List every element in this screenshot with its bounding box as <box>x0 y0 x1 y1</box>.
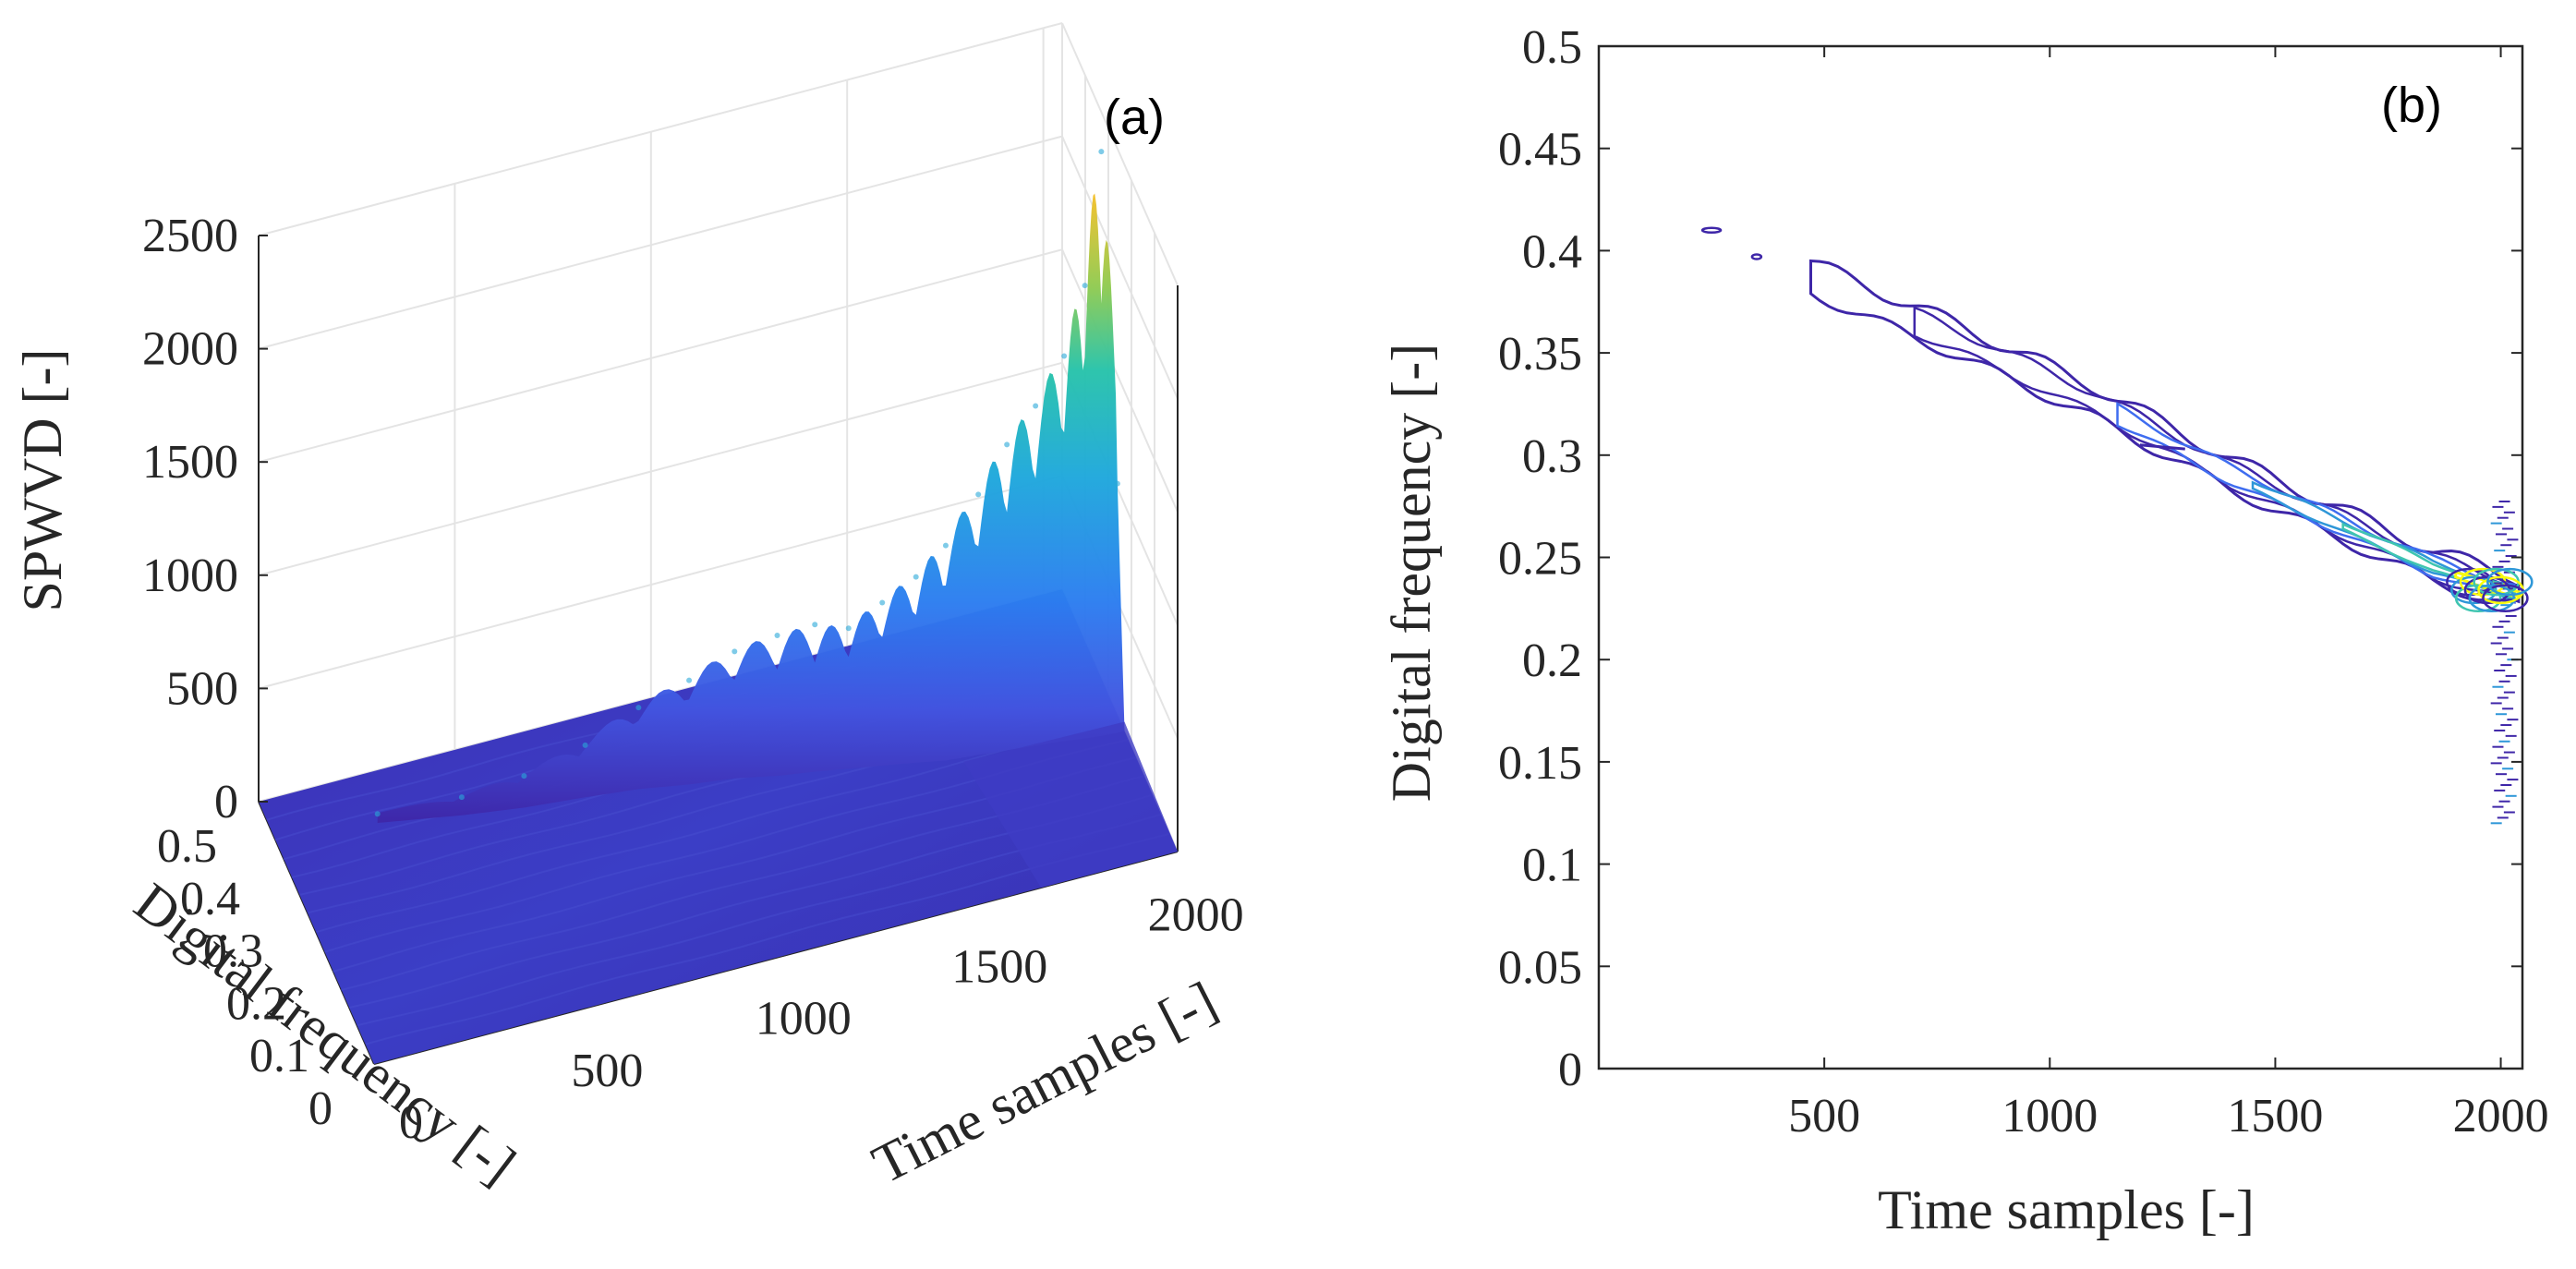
y-tick-label: 0.2 <box>1522 634 1582 687</box>
panel-a-time-axis-label: Time samples [-] <box>863 970 1226 1195</box>
surface-peak-8 <box>812 622 818 628</box>
z-tick-label: 2000 <box>142 323 238 376</box>
y-tick-label: 0 <box>1558 1044 1582 1096</box>
surface-peak-2 <box>521 773 527 780</box>
contour-level-1 <box>1913 306 2521 604</box>
surface-peak-7 <box>774 633 780 639</box>
frequency-tick-label: 0 <box>308 1082 333 1135</box>
y-tick-label: 0.5 <box>1522 21 1582 74</box>
surface-peak-17 <box>1082 283 1088 289</box>
y-tick-label: 0.45 <box>1498 124 1582 176</box>
y-tick-label: 0.05 <box>1498 941 1582 994</box>
time-tick-label: 500 <box>571 1045 643 1097</box>
surface-ridge <box>377 193 1125 824</box>
surface-peak-19 <box>1114 480 1120 487</box>
panel-b-x-axis-label: Time samples [-] <box>1878 1179 2255 1240</box>
surface-peak-14 <box>1004 441 1010 448</box>
y-tick-label: 0.15 <box>1498 737 1582 790</box>
frequency-tick-label: 0.2 <box>226 977 286 1030</box>
y-tick-label: 0.35 <box>1498 328 1582 381</box>
x-tick-label: 2000 <box>2453 1090 2549 1142</box>
frequency-tick-label: 0.3 <box>203 925 263 978</box>
y-tick-label: 0.25 <box>1498 533 1582 586</box>
time-tick-label: 0 <box>399 1096 423 1149</box>
surface-peak-9 <box>845 625 852 632</box>
surface-peak-18 <box>1098 149 1105 155</box>
contour-island <box>1700 226 1723 235</box>
contour-island <box>1750 253 1763 260</box>
grid-line <box>258 475 1063 690</box>
grid-line <box>1061 136 1179 400</box>
z-tick-label: 1000 <box>142 550 238 602</box>
z-tick-label: 0 <box>214 776 238 828</box>
y-tick-label: 0.4 <box>1522 225 1582 278</box>
grid-line <box>258 248 1063 464</box>
surface-peak-12 <box>942 542 949 549</box>
surface-peak-6 <box>732 648 738 655</box>
panel-b-y-axis-label: Digital frequency [-] <box>1381 344 1442 802</box>
y-tick-label: 0.3 <box>1522 430 1582 483</box>
panel-a-z-ticks: 0 500 1000 1500 2000 2500 <box>142 210 268 828</box>
surface-peak-1 <box>458 794 465 801</box>
panel-a-z-axis-label: SPWVD [-] <box>12 349 73 612</box>
contour-peak-blob <box>2486 567 2534 597</box>
surface-peak-15 <box>1033 403 1039 409</box>
surface-peak-13 <box>975 491 982 498</box>
panel-b-label: (b) <box>2381 78 2442 133</box>
frequency-tick-label: 0.5 <box>157 820 217 873</box>
surface-peak-10 <box>879 599 886 606</box>
surface-peak-3 <box>582 742 588 748</box>
contour-stray <box>2139 443 2185 451</box>
time-tick-label: 1500 <box>951 941 1047 994</box>
contour-peak-blob <box>2454 584 2502 613</box>
panel-a-time-ticks: 0 500 1000 1500 2000 <box>399 888 1244 1149</box>
x-tick-label: 1500 <box>2227 1090 2323 1142</box>
time-tick-label: 1000 <box>756 993 852 1045</box>
grid-line <box>258 135 1063 350</box>
panel-b-x-ticks: 500 1000 1500 2000 <box>1788 46 2549 1142</box>
surface-peak-5 <box>686 677 693 683</box>
surface-peak-16 <box>1061 353 1068 359</box>
panel-b-contour-plot: 0 0.05 0.1 0.15 0.2 0.25 0.3 0.35 0.4 0.45 0.5 500… <box>1381 21 2549 1240</box>
z-tick-label: 2500 <box>142 210 238 262</box>
grid-line <box>258 361 1063 576</box>
surface-skirt <box>963 721 1178 888</box>
grid-line <box>1061 22 1179 286</box>
panel-a-frequency-ticks: 00.10.20.30.40.5 <box>157 820 333 1135</box>
surface-peak-4 <box>635 705 642 711</box>
contour-peak-blob <box>2482 584 2529 613</box>
x-tick-label: 1000 <box>2002 1090 2098 1142</box>
x-tick-label: 500 <box>1788 1090 1860 1142</box>
panel-a-label: (a) <box>1104 90 1165 145</box>
panel-a-surface <box>259 149 1178 1064</box>
frequency-tick-label: 0.1 <box>249 1030 309 1082</box>
surface-peak-0 <box>374 811 381 817</box>
grid-line <box>1061 248 1179 513</box>
time-tick-label: 2000 <box>1148 888 1244 941</box>
grid-line <box>258 22 1063 236</box>
panel-b-plot-frame <box>1597 44 2524 1070</box>
frequency-tick-label: 0.4 <box>180 873 240 925</box>
panel-b-y-ticks: 0 0.05 0.1 0.15 0.2 0.25 0.3 0.35 0.4 0.45 0.5 <box>1498 21 2522 1096</box>
surface-peak-11 <box>913 574 919 580</box>
contour-peak-blob <box>2468 584 2516 613</box>
z-tick-label: 1500 <box>142 436 238 489</box>
surface-ripple <box>316 720 1120 933</box>
panel-b-contours <box>1700 226 2534 825</box>
y-tick-label: 0.1 <box>1522 840 1582 892</box>
z-tick-label: 500 <box>166 662 238 715</box>
